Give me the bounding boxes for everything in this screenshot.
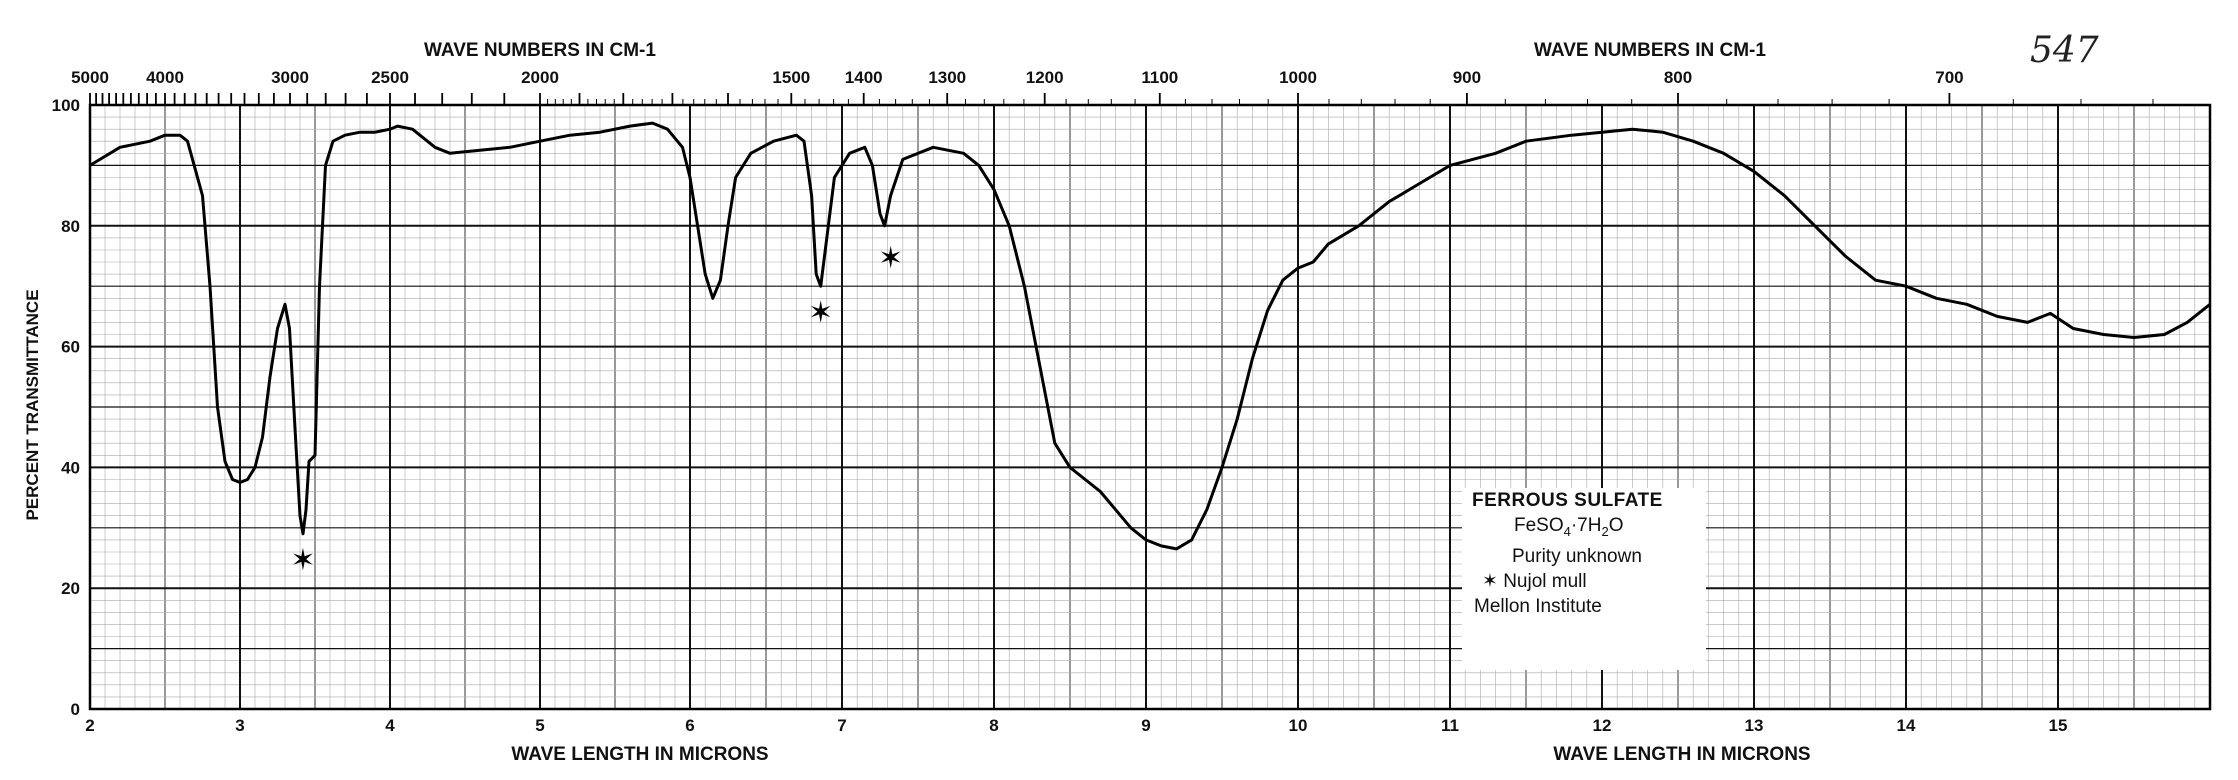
top-axis-title-right: WAVE NUMBERS IN CM-1 [1534,40,1766,61]
x-tick-label: 8 [989,716,998,735]
x-tick-label: 13 [1745,716,1764,735]
x-tick-label: 3 [235,716,244,735]
top-tick-label: 3000 [271,68,309,87]
bottom-axis-title-left: WAVE LENGTH IN MICRONS [511,744,768,765]
x-tick-label: 11 [1441,716,1459,735]
legend-mull-note: ✶ Nujol mull [1482,570,1587,592]
x-tick-label: 12 [1593,716,1612,735]
y-tick-label: 20 [61,579,80,598]
bottom-axis-title-right: WAVE LENGTH IN MICRONS [1553,744,1810,765]
asterisk-marker: ✶ [808,296,833,329]
legend-purity: Purity unknown [1512,545,1642,567]
y-tick-label: 0 [71,700,80,719]
top-axis-title-left: WAVE NUMBERS IN CM-1 [424,40,656,61]
y-axis-ticks: 0 20 40 60 80 100 [52,96,80,719]
top-tick-label: 4000 [146,68,184,87]
y-tick-label: 40 [61,458,80,477]
x-tick-label: 10 [1289,716,1308,735]
top-tick-label: 2500 [371,68,409,87]
x-tick-label: 7 [837,716,846,735]
top-tick-label: 1100 [1141,68,1178,87]
top-tick-label: 800 [1664,68,1692,87]
top-tick-label: 1400 [845,68,883,87]
y-axis-title: PERCENT TRANSMITTANCE [23,289,42,520]
major-gridlines [89,105,2211,709]
legend-compound: FERROUS SULFATE [1472,490,1663,511]
legend-formula: FeSO4·7H2O [1514,515,1624,539]
x-tick-label: 5 [535,716,544,735]
y-tick-label: 60 [61,338,80,357]
x-tick-label: 14 [1897,716,1916,735]
top-tick-label: 2000 [521,68,559,87]
top-tick-label: 700 [1935,68,1963,87]
top-tick-label: 5000 [71,68,109,87]
y-tick-label: 100 [52,96,80,115]
legend-box: FERROUS SULFATE FeSO4·7H2O Purity unknow… [1462,488,1706,670]
annotations: ✶ ✶ ✶ [290,242,903,577]
asterisk-marker: ✶ [290,544,315,577]
top-wavenumber-axis: 5000 4000 3000 2500 2000 1500 1400 1300 1200 1100… [71,68,2210,106]
handwritten-number: 547 [2030,30,2099,71]
asterisk-marker: ✶ [878,242,903,275]
legend-institute: Mellon Institute [1474,595,1602,617]
y-tick-label: 80 [61,217,80,236]
x-tick-label: 6 [685,716,694,735]
x-tick-label: 9 [1141,716,1150,735]
top-tick-label: 1500 [772,68,810,87]
transmittance-curve [89,121,2211,551]
top-tick-label: 1300 [928,68,966,87]
top-tick-label: 1000 [1279,68,1317,87]
x-tick-label: 2 [85,716,94,735]
x-tick-label: 15 [2049,716,2068,735]
x-axis-ticks: 2 3 4 5 6 7 8 9 10 11 12 13 14 15 [85,716,2067,735]
x-tick-label: 4 [385,716,395,735]
top-tick-label: 900 [1453,68,1481,87]
top-tick-label: 1200 [1026,68,1064,87]
